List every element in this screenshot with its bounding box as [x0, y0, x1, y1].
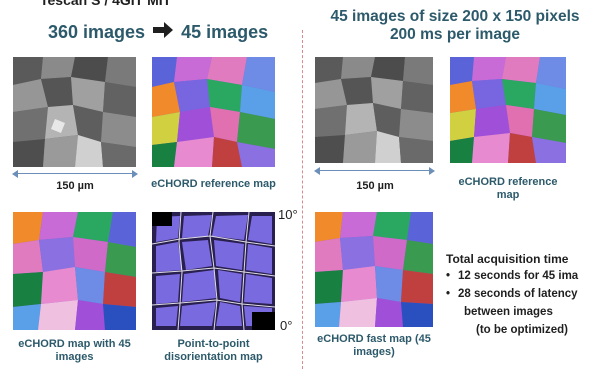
sem-image — [13, 57, 136, 167]
echord-fast-map — [315, 212, 433, 327]
sem-image-right — [315, 57, 433, 163]
scale-arrow-right-icon — [132, 170, 138, 178]
reference-map — [152, 57, 275, 167]
bullet-item-2-cont: between images — [464, 306, 553, 318]
right-arrow-icon — [152, 22, 174, 43]
acquisition-bullets: • 12 seconds for 45 ima • 28 seconds of la… — [446, 270, 578, 342]
scale-label: 150 µm — [56, 180, 94, 192]
disorientation-map — [152, 212, 275, 330]
echord-map-45 — [13, 212, 136, 330]
caption-map-45: eCHORD map with 45 images — [18, 338, 131, 363]
reference-map-right — [450, 57, 566, 163]
bullet-dot: • — [446, 270, 451, 282]
colorbar-bottom-label: 0° — [280, 318, 293, 333]
left-heading: 360 images 45 images — [48, 22, 268, 43]
panel-divider — [302, 30, 303, 369]
bullet-item-1: • 12 seconds for 45 ima — [446, 270, 578, 282]
bullet-item-2-note: (to be optimized) — [476, 324, 568, 336]
bullet-text-1: 12 seconds for 45 ima — [458, 270, 579, 282]
colorbar-top-label: 10° — [278, 207, 298, 222]
scale-arrow-left-icon — [314, 167, 320, 175]
bullet-dot: • — [446, 288, 451, 300]
scale-line — [16, 173, 133, 174]
bullet-item-2: • 28 seconds of latency — [446, 288, 578, 300]
scale-label-right: 150 µm — [356, 180, 394, 192]
bullet-text-2: 28 seconds of latency — [458, 288, 578, 300]
scale-arrow-left-icon — [12, 170, 18, 178]
caption-reference-map: eCHORD reference map — [151, 178, 276, 190]
caption-fast-map: eCHORD fast map (45 images) — [317, 333, 431, 358]
top-cut-text: Tescan S / 4GIT MIT — [40, 0, 172, 8]
acquisition-title: Total acquisition time — [446, 252, 569, 266]
caption-disorientation-map: Point-to-point disorientation map — [164, 338, 263, 363]
heading-count-before: 360 images — [48, 22, 146, 42]
heading-count-after: 45 images — [181, 22, 269, 42]
caption-reference-map-right: eCHORD reference map — [458, 176, 558, 201]
right-heading-line2: 200 ms per image — [389, 26, 521, 43]
scale-arrow-right-icon — [429, 167, 435, 175]
scale-line-right — [318, 170, 430, 171]
right-heading-line1: 45 images of size 200 x 150 pixels — [330, 8, 580, 25]
